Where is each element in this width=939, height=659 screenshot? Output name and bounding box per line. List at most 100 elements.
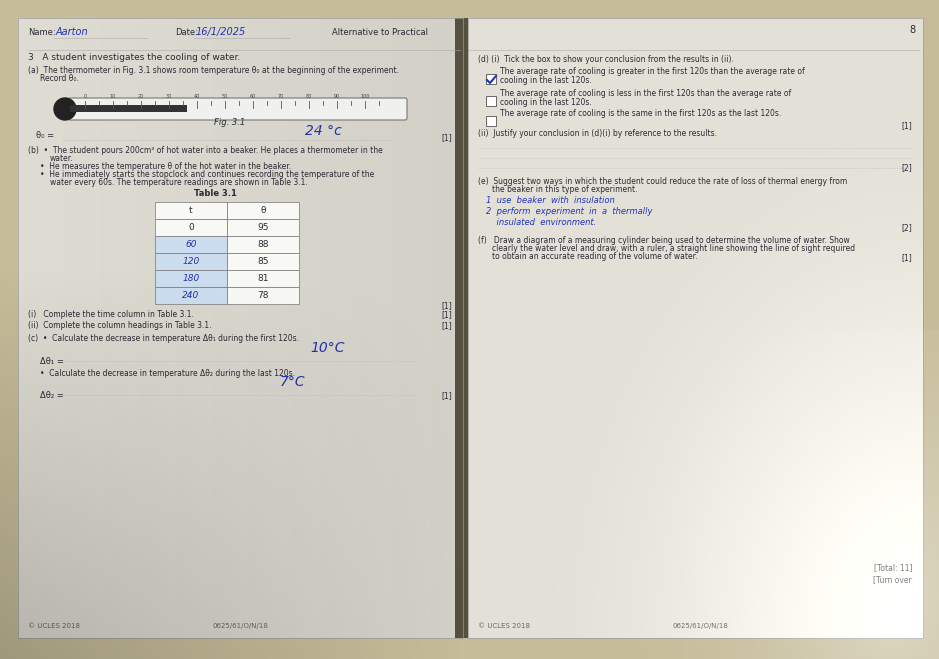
Text: t: t xyxy=(189,206,192,215)
Text: 3   A student investigates the cooling of water.: 3 A student investigates the cooling of … xyxy=(28,53,240,62)
Text: 10°C: 10°C xyxy=(310,341,345,355)
Text: 70: 70 xyxy=(278,94,285,99)
Text: 120: 120 xyxy=(182,257,200,266)
Text: (a)  The thermometer in Fig. 3.1 shows room temperature θ₀ at the beginning of t: (a) The thermometer in Fig. 3.1 shows ro… xyxy=(28,66,399,75)
Bar xyxy=(227,202,299,219)
Text: insulated  environment.: insulated environment. xyxy=(486,218,596,227)
Text: © UCLES 2018: © UCLES 2018 xyxy=(478,623,530,629)
Bar xyxy=(155,219,227,236)
Text: clearly the water level and draw, with a ruler, a straight line showing the line: clearly the water level and draw, with a… xyxy=(492,244,855,253)
Text: 10: 10 xyxy=(110,94,116,99)
Text: The average rate of cooling is greater in the first 120s than the average rate o: The average rate of cooling is greater i… xyxy=(500,67,805,76)
Text: 7°C: 7°C xyxy=(280,375,305,389)
Text: Table 3.1: Table 3.1 xyxy=(193,189,237,198)
Text: (e)  Suggest two ways in which the student could reduce the rate of loss of ther: (e) Suggest two ways in which the studen… xyxy=(478,177,847,186)
Text: 0: 0 xyxy=(188,223,193,232)
Text: Δθ₂ =: Δθ₂ = xyxy=(40,391,64,400)
Text: water.: water. xyxy=(50,154,73,163)
Text: cooling in the last 120s.: cooling in the last 120s. xyxy=(500,98,592,107)
Bar xyxy=(486,74,496,84)
Text: 85: 85 xyxy=(257,257,269,266)
Text: to obtain an accurate reading of the volume of water.: to obtain an accurate reading of the vol… xyxy=(492,252,698,261)
Text: 100: 100 xyxy=(361,94,370,99)
Text: The average rate of cooling is less in the first 120s than the average rate of: The average rate of cooling is less in t… xyxy=(500,89,792,98)
Bar xyxy=(227,270,299,287)
Text: [1]: [1] xyxy=(441,321,452,330)
Bar xyxy=(155,202,227,219)
Text: 95: 95 xyxy=(257,223,269,232)
Text: 24 °c: 24 °c xyxy=(305,124,342,138)
Text: [2]: [2] xyxy=(901,163,912,172)
Bar xyxy=(155,236,227,253)
Text: 60: 60 xyxy=(185,240,197,249)
Text: •  Calculate the decrease in temperature Δθ₂ during the last 120s.: • Calculate the decrease in temperature … xyxy=(40,369,295,378)
Text: 20: 20 xyxy=(138,94,144,99)
Text: •  He immediately starts the stopclock and continues recording the temperature o: • He immediately starts the stopclock an… xyxy=(40,170,375,179)
Bar xyxy=(227,253,299,270)
Text: 8: 8 xyxy=(909,25,916,35)
Text: (ii)  Justify your conclusion in (d)(i) by reference to the results.: (ii) Justify your conclusion in (d)(i) b… xyxy=(478,129,717,138)
Text: 88: 88 xyxy=(257,240,269,249)
Text: [1]: [1] xyxy=(441,310,452,319)
Bar xyxy=(468,18,923,638)
Text: 50: 50 xyxy=(222,94,228,99)
Bar xyxy=(155,253,227,270)
Text: [1]: [1] xyxy=(441,133,452,142)
Text: the beaker in this type of experiment.: the beaker in this type of experiment. xyxy=(492,185,638,194)
Text: 0: 0 xyxy=(84,94,86,99)
Bar xyxy=(227,236,299,253)
Text: The average rate of cooling is the same in the first 120s as the last 120s.: The average rate of cooling is the same … xyxy=(500,109,781,118)
Text: (c)  •  Calculate the decrease in temperature Δθ₁ during the first 120s.: (c) • Calculate the decrease in temperat… xyxy=(28,334,299,343)
Bar xyxy=(227,287,299,304)
Text: Date:: Date: xyxy=(175,28,198,37)
Text: •  He measures the temperature θ of the hot water in the beaker.: • He measures the temperature θ of the h… xyxy=(40,162,291,171)
Text: Name:: Name: xyxy=(28,28,55,37)
Text: (d) (i)  Tick the box to show your conclusion from the results in (ii).: (d) (i) Tick the box to show your conclu… xyxy=(478,55,734,64)
Text: Record θ₀.: Record θ₀. xyxy=(40,74,79,83)
Text: 80: 80 xyxy=(306,94,312,99)
Text: 1  use  beaker  with  insulation: 1 use beaker with insulation xyxy=(486,196,615,205)
Text: [1]: [1] xyxy=(901,253,912,262)
Text: 30: 30 xyxy=(166,94,172,99)
Text: 2  perform  experiment  in  a  thermally: 2 perform experiment in a thermally xyxy=(486,207,653,216)
Text: 60: 60 xyxy=(250,94,256,99)
FancyBboxPatch shape xyxy=(68,98,407,120)
Bar xyxy=(455,18,468,638)
Text: [Total: 11]: [Total: 11] xyxy=(873,563,912,572)
Text: θ₀ =: θ₀ = xyxy=(36,131,54,140)
Text: © UCLES 2018: © UCLES 2018 xyxy=(28,623,80,629)
Text: cooling in the last 120s.: cooling in the last 120s. xyxy=(500,76,592,85)
Text: 0625/61/O/N/18: 0625/61/O/N/18 xyxy=(672,623,728,629)
Bar xyxy=(227,219,299,236)
Text: (i)   Complete the time column in Table 3.1.: (i) Complete the time column in Table 3.… xyxy=(28,310,193,319)
Text: Fig. 3.1: Fig. 3.1 xyxy=(214,118,246,127)
Bar xyxy=(486,116,496,126)
Bar xyxy=(486,96,496,106)
Text: 78: 78 xyxy=(257,291,269,300)
Text: 16/1/2025: 16/1/2025 xyxy=(196,27,246,37)
Text: Aarton: Aarton xyxy=(56,27,88,37)
Text: Alternative to Practical: Alternative to Practical xyxy=(332,28,428,37)
Bar xyxy=(18,18,463,638)
Text: 81: 81 xyxy=(257,274,269,283)
Text: [1]: [1] xyxy=(901,121,912,130)
Text: 180: 180 xyxy=(182,274,200,283)
Bar xyxy=(70,105,187,112)
Circle shape xyxy=(54,98,76,120)
Text: [1]: [1] xyxy=(441,301,452,310)
Text: water every 60s. The temperature readings are shown in Table 3.1.: water every 60s. The temperature reading… xyxy=(50,178,308,187)
Text: 40: 40 xyxy=(193,94,200,99)
Text: 90: 90 xyxy=(334,94,340,99)
Text: [2]: [2] xyxy=(901,223,912,232)
Text: θ: θ xyxy=(260,206,266,215)
Text: 240: 240 xyxy=(182,291,200,300)
Text: (b)  •  The student pours 200cm³ of hot water into a beaker. He places a thermom: (b) • The student pours 200cm³ of hot wa… xyxy=(28,146,383,155)
Text: 0625/61/O/N/18: 0625/61/O/N/18 xyxy=(212,623,268,629)
Text: (ii)  Complete the column headings in Table 3.1.: (ii) Complete the column headings in Tab… xyxy=(28,321,211,330)
Text: Δθ₁ =: Δθ₁ = xyxy=(40,357,64,366)
Text: (f)   Draw a diagram of a measuring cylinder being used to determine the volume : (f) Draw a diagram of a measuring cylind… xyxy=(478,236,850,245)
Text: [Turn over: [Turn over xyxy=(873,575,912,584)
Bar xyxy=(155,287,227,304)
Text: [1]: [1] xyxy=(441,391,452,400)
Bar xyxy=(155,270,227,287)
